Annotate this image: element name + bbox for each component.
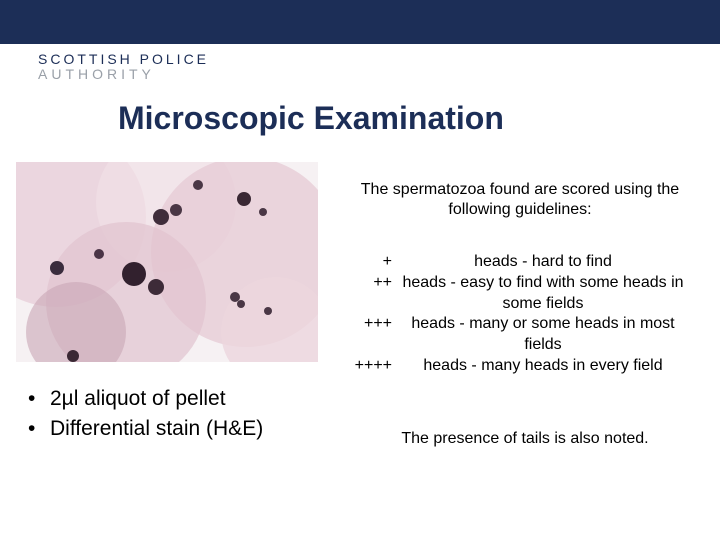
score-symbol: +++ bbox=[340, 314, 396, 335]
score-text: heads - many or some heads in most field… bbox=[396, 314, 710, 356]
score-row: ++++ heads - many heads in every field bbox=[340, 356, 710, 377]
list-item: • 2µl aliquot of pellet bbox=[28, 386, 328, 412]
score-symbol: ++ bbox=[340, 273, 396, 294]
score-symbol: ++++ bbox=[340, 356, 396, 377]
header-bar bbox=[0, 0, 720, 44]
score-text: heads - hard to find bbox=[396, 252, 710, 273]
score-text: heads - easy to find with some heads in … bbox=[396, 273, 710, 315]
score-row: ++ heads - easy to find with some heads … bbox=[340, 273, 710, 315]
micrograph-image bbox=[16, 162, 318, 362]
score-row: + heads - hard to find bbox=[340, 252, 710, 273]
scoring-guidelines: + heads - hard to find ++ heads - easy t… bbox=[340, 252, 710, 377]
logo: SCOTTISH POLICE AUTHORITY bbox=[38, 52, 209, 83]
tails-note: The presence of tails is also noted. bbox=[340, 430, 710, 448]
logo-line1: SCOTTISH POLICE bbox=[38, 52, 209, 67]
list-item: • Differential stain (H&E) bbox=[28, 416, 328, 442]
list-item-text: 2µl aliquot of pellet bbox=[50, 387, 226, 410]
list-item-text: Differential stain (H&E) bbox=[50, 417, 263, 440]
logo-line2: AUTHORITY bbox=[38, 67, 209, 82]
page-title: Microscopic Examination bbox=[118, 100, 504, 137]
intro-text: The spermatozoa found are scored using t… bbox=[330, 180, 710, 220]
score-text: heads - many heads in every field bbox=[396, 356, 710, 377]
left-bullet-list: • 2µl aliquot of pellet • Differential s… bbox=[28, 386, 328, 447]
score-row: +++ heads - many or some heads in most f… bbox=[340, 314, 710, 356]
bullet-icon: • bbox=[28, 386, 35, 412]
bullet-icon: • bbox=[28, 416, 35, 442]
score-symbol: + bbox=[340, 252, 396, 273]
